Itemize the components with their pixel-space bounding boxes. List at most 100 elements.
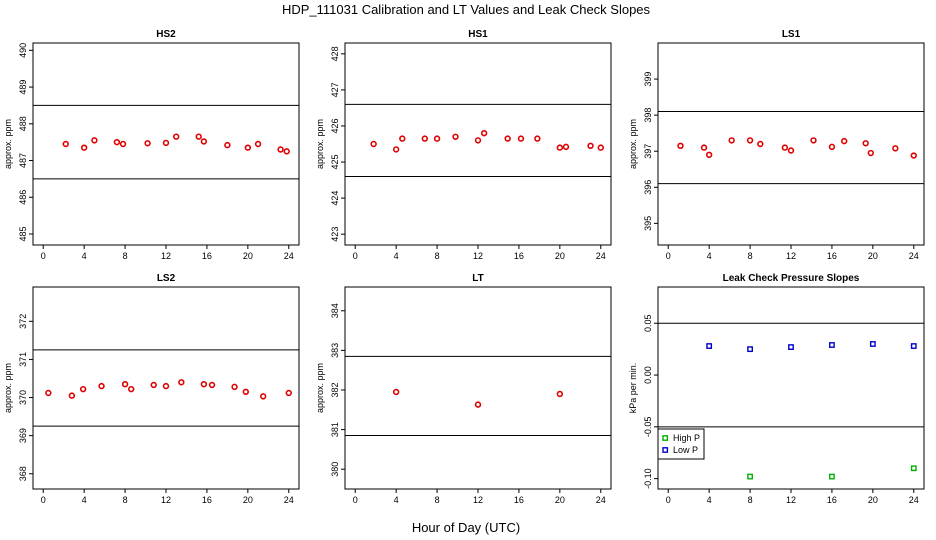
data-point [224,141,231,149]
data-point [121,380,129,388]
data-point [113,138,121,146]
y-tick-label: 486 [18,190,28,205]
x-tick-label: 24 [596,495,606,505]
data-point [910,152,917,159]
data-point [587,142,594,150]
data-point [781,144,789,151]
x-tick-label: 8 [123,495,128,505]
data-point [208,381,216,389]
data-point [259,393,267,400]
data-point-low-p [910,343,917,349]
panel-ls1: LS1 0 4 8 12 16 20 24 395 396 397 398 399 approx. ppm [628,29,925,261]
x-tick-label: 4 [707,495,712,505]
y-tick-label: -0.10 [643,468,653,489]
plot-frame [344,286,612,490]
x-tick-label: 12 [161,495,171,505]
legend-label-high-p: High P [673,433,700,443]
y-tick-label: 382 [330,382,340,397]
x-tick-label: 24 [284,251,294,261]
legend: High P Low P [657,428,705,460]
x-tick-label: 4 [394,495,399,505]
y-tick-label: 426 [330,118,340,133]
x-tick-label: 16 [827,495,837,505]
panel-hs1: HS1 0 4 8 12 16 20 24 423 424 425 426 427 428 approx. … [315,29,612,261]
y-tick-label: 372 [18,314,28,329]
data-point [787,147,795,154]
data-point [98,382,105,390]
x-tick-label: 16 [202,251,212,261]
data-point [504,135,511,142]
panel-leak-check-pressure-slopes: Leak Check Pressure Slopes 0 4 8 12 16 20 24 -0.… [628,273,925,505]
x-tick-label: 0 [666,495,671,505]
data-point [285,389,292,397]
data-point [80,144,88,151]
data-point [162,382,170,390]
panel-ls2: LS2 0 4 8 12 16 20 24 368 369 370 371 372 approx. ppm [3,273,300,505]
y-axis-label: approx. ppm [628,119,638,169]
x-tick-label: 12 [786,251,796,261]
x-tick-label: 12 [473,251,483,261]
figure-x-axis-label: Hour of Day (UTC) [412,520,520,535]
data-point [370,140,377,148]
panel-title: HS2 [156,29,176,40]
x-tick-label: 20 [555,495,565,505]
data-point [474,137,482,144]
data-point [840,137,848,145]
data-point [254,140,262,148]
data-point [119,140,127,148]
data-point [200,380,208,388]
y-tick-label: 381 [330,422,340,437]
y-axis-label: kPa per min. [628,363,638,414]
data-point [700,144,708,151]
data-point [892,145,899,152]
y-tick-label: 399 [643,72,653,87]
panel-title: LS2 [157,273,176,284]
data-point [144,140,151,147]
data-point [277,146,284,153]
x-tick-label: 24 [909,495,919,505]
data-point [283,148,290,155]
x-tick-label: 20 [555,251,565,261]
plot-frame [657,42,925,246]
data-point [79,385,87,393]
y-tick-label: 368 [18,466,28,481]
data-point [231,383,238,391]
panel-title: HS1 [468,29,488,40]
legend-swatch-low-p [662,447,669,453]
data-point-high-p [829,473,835,480]
x-tick-label: 0 [666,251,671,261]
x-tick-label: 16 [827,251,837,261]
y-tick-label: 427 [330,82,340,97]
x-tick-label: 0 [353,495,358,505]
data-point [162,139,170,147]
data-point [810,137,817,144]
x-tick-label: 8 [435,495,440,505]
data-point-high-p [747,473,753,480]
data-point [91,137,98,144]
plot-frame [344,42,612,246]
data-point [757,140,764,148]
y-tick-label: 490 [18,43,28,58]
x-tick-label: 8 [748,251,753,261]
figure-title: HDP_111031 Calibration and LT Values and… [282,2,651,17]
y-tick-label: 423 [330,227,340,242]
x-tick-label: 12 [786,495,796,505]
data-point-low-p [706,343,713,349]
y-tick-label: 487 [18,153,28,168]
panel-title: LT [472,273,483,284]
y-tick-label: 489 [18,80,28,95]
x-tick-label: 24 [596,251,606,261]
data-point-low-p [747,346,753,353]
data-point [480,129,488,137]
y-tick-label: 395 [643,216,653,231]
data-point [392,146,400,153]
data-point-low-p [829,342,835,348]
data-point [828,143,836,151]
data-point [746,137,754,144]
x-tick-label: 8 [123,251,128,261]
y-tick-label: 384 [330,303,340,318]
data-point [867,149,874,157]
x-tick-label: 24 [909,251,919,261]
